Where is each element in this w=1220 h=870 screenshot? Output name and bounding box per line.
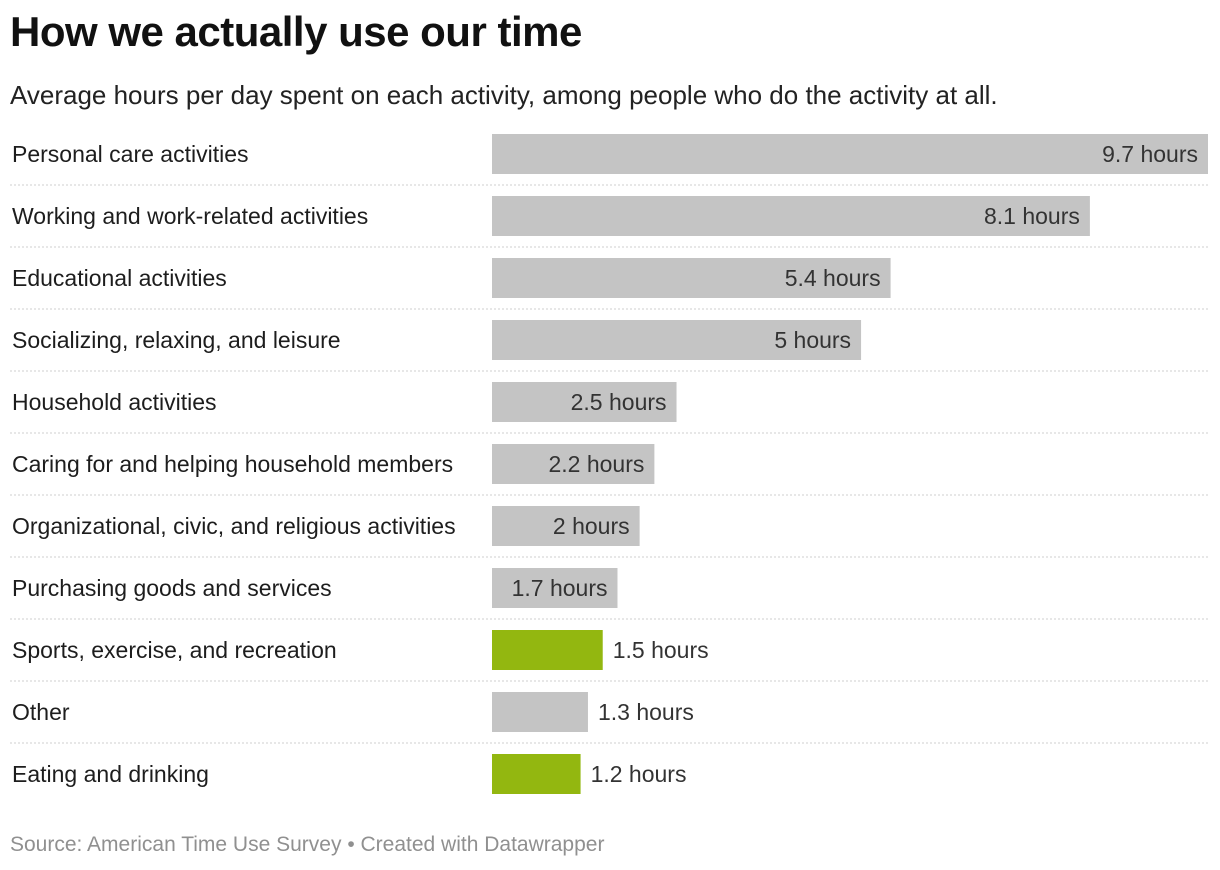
bar [492,444,655,484]
category-label: Caring for and helping household members [12,451,453,477]
chart-footer: Source: American Time Use Survey • Creat… [10,833,604,857]
value-label: 1.5 hours [613,637,709,663]
bar [492,506,640,546]
value-label: 5 hours [774,327,851,353]
bar [492,630,603,670]
value-label: 1.2 hours [591,761,687,787]
bar [492,320,862,360]
value-label: 8.1 hours [984,203,1080,229]
value-label: 1.3 hours [598,699,694,725]
bar [492,754,581,794]
category-label: Educational activities [12,265,227,291]
category-label: Other [12,699,70,725]
category-label: Household activities [12,389,217,415]
bar [492,258,891,298]
footer-separator: • [347,833,355,856]
bar [492,196,1090,236]
category-label: Sports, exercise, and recreation [12,637,337,663]
bar-chart: Personal care activities 9.7 hours Working… [10,134,1208,794]
category-label: Purchasing goods and services [12,575,332,601]
chart-title: How we actually use our time [10,8,582,55]
value-label: 9.7 hours [1102,141,1198,167]
category-label: Working and work-related activities [12,203,368,229]
value-label: 2.5 hours [571,389,667,415]
bar [492,692,588,732]
value-label: 5.4 hours [785,265,881,291]
category-label: Organizational, civic, and religious act… [12,513,456,539]
bar [492,134,1208,174]
category-label: Eating and drinking [12,761,209,787]
category-label: Personal care activities [12,141,249,167]
value-label: 2.2 hours [548,451,644,477]
value-label: 2 hours [553,513,630,539]
credit-link[interactable]: Created with Datawrapper [360,833,605,856]
bar [492,568,618,608]
value-label: 1.7 hours [512,575,608,601]
chart-subtitle: Average hours per day spent on each acti… [10,80,998,110]
bar [492,382,677,422]
category-label: Socializing, relaxing, and leisure [12,327,341,353]
source-text: Source: American Time Use Survey [10,833,342,856]
